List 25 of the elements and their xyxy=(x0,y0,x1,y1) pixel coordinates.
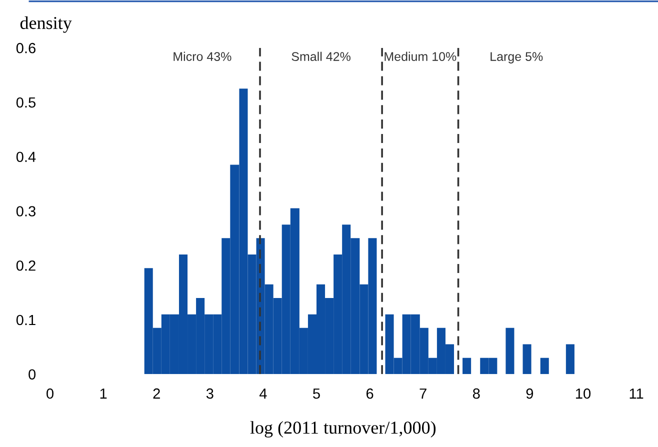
y-tick-label: 0.3 xyxy=(16,206,36,216)
x-tick-label: 11 xyxy=(630,388,644,399)
x-axis-title: log (2011 turnover/1,000) xyxy=(250,421,436,438)
y-tick-label: 0 xyxy=(28,369,36,380)
annotation: Medium 10% xyxy=(384,52,456,61)
y-tick-label: 0.2 xyxy=(16,260,36,271)
x-tick-label: 10 xyxy=(576,388,591,399)
x-tick-label: 5 xyxy=(313,388,320,399)
x-tick-label: 7 xyxy=(420,388,426,399)
x-tick-label: 8 xyxy=(472,388,480,399)
x-tick-label: 3 xyxy=(206,388,214,399)
y-tick-label: 0.5 xyxy=(16,97,36,108)
x-tick-label: 1 xyxy=(100,388,107,399)
x-tick-label: 2 xyxy=(153,388,160,399)
x-tick-label: 4 xyxy=(259,388,267,399)
y-tick-label: 0.4 xyxy=(16,152,36,162)
x-tick-label: 6 xyxy=(366,388,374,399)
x-tick-label: 0 xyxy=(46,388,54,399)
annotation: Large 5% xyxy=(490,52,543,64)
y-tick-label: 0.1 xyxy=(16,314,36,326)
x-tick-label: 9 xyxy=(526,388,534,399)
annotation: Small 42% xyxy=(292,52,350,61)
y-axis-title: density xyxy=(20,16,72,33)
y-tick-label: 0.6 xyxy=(16,42,36,54)
annotation: Micro 43% xyxy=(174,52,232,61)
